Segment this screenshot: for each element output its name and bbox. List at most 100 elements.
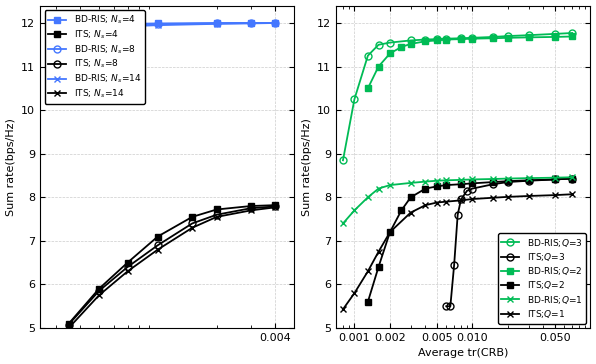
BD-RIS;$Q$=3 — [504, 34, 511, 38]
BD-RIS; $N_s$=4 — [154, 21, 162, 25]
ITS;$Q$=1 — [351, 291, 358, 295]
ITS; $N_s$=8 — [247, 206, 254, 210]
Y-axis label: Sum rate(bps/Hz): Sum rate(bps/Hz) — [302, 118, 312, 216]
ITS;$Q$=3 — [464, 189, 471, 193]
BD-RIS;$Q$=2 — [469, 36, 476, 41]
BD-RIS; $N_s$=14 — [95, 25, 103, 29]
BD-RIS;$Q$=1 — [490, 177, 497, 181]
BD-RIS;$Q$=3 — [469, 36, 476, 40]
BD-RIS; $N_s$=8 — [272, 21, 279, 25]
ITS; $N_s$=14 — [247, 208, 254, 213]
ITS; $N_s$=8 — [95, 289, 103, 293]
BD-RIS;$Q$=1 — [525, 176, 532, 180]
ITS;$Q$=2 — [443, 183, 450, 187]
BD-RIS;$Q$=3 — [339, 158, 346, 162]
BD-RIS;$Q$=2 — [504, 36, 511, 40]
ITS; $N_s$=14 — [213, 215, 220, 219]
ITS;$Q$=1 — [490, 195, 497, 200]
BD-RIS;$Q$=1 — [504, 177, 511, 181]
BD-RIS; $N_s$=4 — [272, 21, 279, 25]
Line: BD-RIS;$Q$=1: BD-RIS;$Q$=1 — [340, 174, 576, 227]
BD-RIS; $N_s$=4 — [213, 21, 220, 25]
BD-RIS;$Q$=1 — [551, 175, 558, 180]
Line: BD-RIS; $N_s$=14: BD-RIS; $N_s$=14 — [65, 20, 279, 33]
ITS; $N_s$=8 — [124, 265, 131, 269]
ITS;$Q$=2 — [490, 180, 497, 184]
BD-RIS;$Q$=3 — [422, 37, 429, 42]
BD-RIS;$Q$=2 — [433, 38, 440, 43]
ITS;$Q$=1 — [443, 199, 450, 204]
BD-RIS;$Q$=1 — [386, 183, 393, 187]
BD-RIS;$Q$=1 — [457, 178, 464, 182]
ITS;$Q$=1 — [375, 250, 382, 254]
ITS;$Q$=1 — [407, 210, 414, 215]
BD-RIS;$Q$=2 — [386, 51, 393, 56]
BD-RIS;$Q$=3 — [364, 54, 371, 58]
ITS; $N_s$=14 — [124, 269, 131, 274]
ITS;$Q$=2 — [569, 177, 576, 181]
ITS;$Q$=1 — [386, 230, 393, 234]
ITS;$Q$=2 — [386, 230, 393, 234]
ITS; $N_s$=4 — [154, 234, 162, 239]
ITS;$Q$=2 — [504, 179, 511, 183]
ITS;$Q$=3 — [551, 177, 558, 182]
BD-RIS;$Q$=2 — [569, 34, 576, 39]
ITS;$Q$=1 — [569, 192, 576, 197]
Legend: BD-RIS; $N_s$=4, ITS; $N_s$=4, BD-RIS; $N_s$=8, ITS; $N_s$=8, BD-RIS; $N_s$=14, : BD-RIS; $N_s$=4, ITS; $N_s$=4, BD-RIS; $… — [45, 10, 145, 104]
ITS; $N_s$=14 — [272, 205, 279, 210]
ITS;$Q$=2 — [469, 181, 476, 186]
ITS; $N_s$=8 — [154, 243, 162, 248]
ITS; $N_s$=14 — [188, 226, 195, 230]
BD-RIS;$Q$=1 — [375, 186, 382, 191]
ITS;$Q$=1 — [422, 203, 429, 207]
BD-RIS;$Q$=2 — [443, 37, 450, 42]
ITS;$Q$=1 — [364, 269, 371, 274]
ITS; $N_s$=14 — [154, 248, 162, 252]
ITS;$Q$=3 — [443, 304, 450, 308]
BD-RIS; $N_s$=14 — [65, 27, 72, 32]
ITS; $N_s$=8 — [188, 221, 195, 226]
BD-RIS;$Q$=3 — [525, 33, 532, 37]
ITS; $N_s$=4 — [65, 321, 72, 326]
BD-RIS;$Q$=2 — [551, 35, 558, 39]
BD-RIS; $N_s$=8 — [247, 21, 254, 25]
BD-RIS;$Q$=3 — [551, 32, 558, 36]
ITS;$Q$=1 — [433, 200, 440, 205]
BD-RIS;$Q$=2 — [407, 42, 414, 46]
Line: ITS;$Q$=1: ITS;$Q$=1 — [340, 191, 576, 313]
BD-RIS; $N_s$=14 — [272, 21, 279, 25]
ITS; $N_s$=8 — [213, 213, 220, 217]
Line: BD-RIS; $N_s$=8: BD-RIS; $N_s$=8 — [65, 20, 279, 31]
ITS;$Q$=2 — [433, 184, 440, 189]
BD-RIS;$Q$=2 — [422, 39, 429, 43]
BD-RIS;$Q$=1 — [422, 179, 429, 184]
X-axis label: Average tr(CRB): Average tr(CRB) — [418, 348, 508, 359]
ITS; $N_s$=8 — [65, 323, 72, 327]
Line: ITS; $N_s$=4: ITS; $N_s$=4 — [65, 202, 279, 327]
BD-RIS;$Q$=2 — [525, 35, 532, 40]
Line: ITS; $N_s$=14: ITS; $N_s$=14 — [65, 204, 279, 332]
Y-axis label: Sum rate(bps/Hz): Sum rate(bps/Hz) — [5, 118, 15, 216]
ITS;$Q$=2 — [375, 265, 382, 269]
BD-RIS; $N_s$=4 — [65, 23, 72, 27]
ITS; $N_s$=14 — [65, 326, 72, 330]
ITS; $N_s$=14 — [95, 293, 103, 297]
BD-RIS;$Q$=2 — [364, 86, 371, 91]
ITS;$Q$=2 — [422, 186, 429, 191]
Line: BD-RIS; $N_s$=4: BD-RIS; $N_s$=4 — [65, 20, 279, 29]
ITS;$Q$=2 — [398, 208, 405, 213]
BD-RIS; $N_s$=8 — [213, 21, 220, 25]
BD-RIS; $N_s$=4 — [247, 21, 254, 25]
BD-RIS; $N_s$=14 — [213, 22, 220, 26]
BD-RIS;$Q$=3 — [375, 43, 382, 47]
ITS;$Q$=3 — [525, 179, 532, 183]
ITS;$Q$=1 — [504, 195, 511, 199]
ITS; $N_s$=8 — [272, 204, 279, 209]
ITS;$Q$=2 — [525, 178, 532, 182]
Line: ITS;$Q$=3: ITS;$Q$=3 — [443, 175, 576, 310]
BD-RIS;$Q$=1 — [364, 195, 371, 199]
ITS; $N_s$=4 — [213, 207, 220, 212]
BD-RIS;$Q$=1 — [433, 179, 440, 183]
Line: BD-RIS;$Q$=3: BD-RIS;$Q$=3 — [340, 29, 576, 164]
BD-RIS;$Q$=3 — [351, 97, 358, 102]
